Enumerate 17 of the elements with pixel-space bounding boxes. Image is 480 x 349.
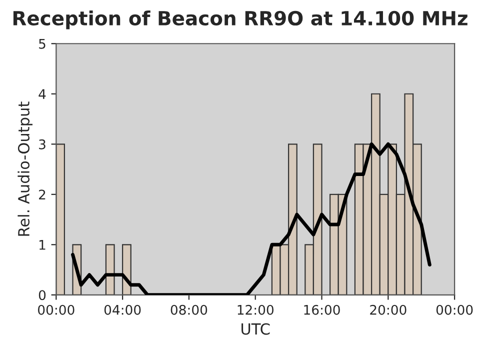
line-series — [71, 142, 432, 295]
x-tick-label: 00:00 — [38, 304, 74, 315]
y-tick-label: 0 — [38, 290, 46, 300]
y-tick-label: 1 — [39, 240, 46, 250]
x-tick-label: 00:00 — [436, 304, 473, 315]
x-tick-label: 20:00 — [370, 304, 406, 315]
y-tick-label: 3 — [39, 139, 46, 150]
y-tick-label: 5 — [39, 39, 46, 49]
x-tick-label: 16:00 — [304, 304, 340, 315]
x-tick-label: 08:00 — [170, 304, 208, 315]
x-tick-label: 04:00 — [104, 304, 141, 315]
y-tick-label: 2 — [39, 190, 46, 200]
x-tick-label: 12:00 — [238, 304, 274, 315]
y-axis-title: Rel. Audio-Output — [18, 102, 32, 236]
y-tick-label: 4 — [38, 89, 46, 99]
chart-title: Reception of Beacon RR9O at 14.100 MHz — [13, 10, 468, 30]
x-axis-title: UTC — [242, 323, 270, 335]
